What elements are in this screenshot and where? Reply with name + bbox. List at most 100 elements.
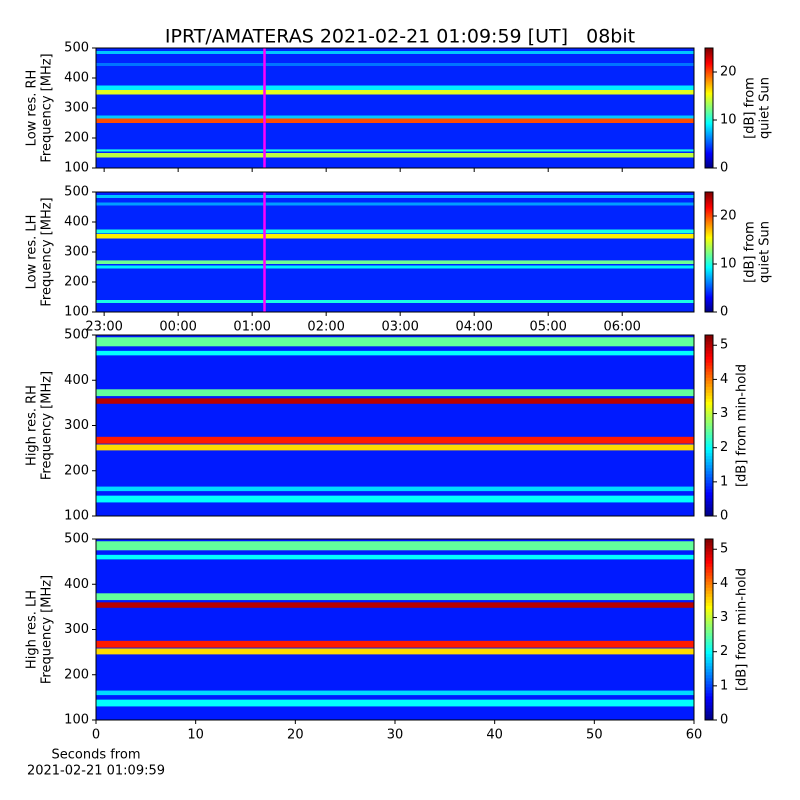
colorbar-label: [dB] from [743,77,758,139]
colorbar-cell [705,298,713,301]
colorbar-cell [705,566,713,570]
colorbar-cell [705,422,713,426]
colorbar-cell [705,290,713,293]
x-tick-label: 10 [187,728,204,743]
colorbar-tick-label: 20 [720,209,737,224]
colorbar-cell [705,452,713,457]
colorbar-cell [705,569,713,573]
heatmap-band [96,486,694,492]
colorbar-tick-label: 10 [720,113,737,128]
colorbar-cell [705,234,713,237]
colorbar-cell [705,74,713,77]
colorbar-cell [705,542,713,546]
colorbar-cell [705,244,713,247]
colorbar-cell [705,220,713,223]
colorbar-cell [705,54,713,57]
colorbar-cell [705,503,713,508]
colorbar-cell [705,120,713,123]
colorbar-cell [705,584,713,588]
colorbar-cell [705,392,713,396]
colorbar-cell [705,350,713,354]
heatmap-background [96,192,694,312]
heatmap-band [96,195,694,198]
colorbar-tick-label: 2 [720,644,728,659]
colorbar-tick-label: 2 [720,440,728,455]
heatmap-band [96,118,694,123]
colorbar-cell [705,386,713,390]
colorbar-cell [705,264,713,267]
colorbar-cell [705,230,713,233]
colorbar-cell [705,98,713,101]
colorbar-cell [705,308,713,311]
colorbar-cell [705,554,713,558]
colorbar-cell [705,194,713,197]
colorbar-cell [705,232,713,235]
colorbar-cell [705,587,713,591]
colorbar-cell [705,419,713,423]
colorbar-cell [705,674,713,679]
colorbar-cell [705,347,713,351]
y-tick-label: 300 [64,418,89,433]
colorbar-cell [705,132,713,135]
y-tick-label: 400 [64,215,89,230]
colorbar-cell [705,620,713,624]
colorbar-cell [705,256,713,259]
colorbar-tick-label: 4 [720,576,728,591]
y-tick-label: 100 [64,713,89,728]
colorbar-cell [705,377,713,381]
colorbar-cell [705,138,713,141]
colorbar-cell [705,152,713,155]
heatmap-band [96,640,694,648]
colorbar-cell [705,551,713,555]
colorbar-cell [705,284,713,287]
colorbar-cell [705,288,713,291]
heatmap-background [96,48,694,168]
heatmap-band [96,115,694,119]
colorbar-cell [705,258,713,261]
colorbar-tick-label: 5 [720,542,728,557]
y-tick-label: 100 [64,509,89,524]
colorbar-cell [705,80,713,83]
x-tick-label: 03:00 [381,320,418,335]
colorbar-frame [704,538,714,721]
y-axis-label: Frequency [MHz] [40,371,55,480]
colorbar-cell [705,280,713,283]
heatmap-band [96,495,694,503]
colorbar-cell [705,198,713,201]
colorbar-cell [705,563,713,567]
colorbar-cell [705,56,713,59]
colorbar-cell [705,338,713,342]
colorbar-cell [705,605,713,609]
colorbar-cell [705,494,713,499]
colorbar-cell [705,246,713,249]
colorbar-cell [705,216,713,219]
colorbar-cell [705,368,713,372]
colorbar-cell [705,608,713,612]
colorbar-cell [705,130,713,133]
y-tick-label: 400 [64,577,89,592]
colorbar-cell [705,473,713,478]
colorbar-cell [705,72,713,75]
heatmap-band [96,350,694,356]
x-tick-label: 00:00 [159,320,196,335]
colorbar-cell [705,88,713,91]
colorbar-cell [705,365,713,369]
colorbar-frame [704,334,714,517]
x-tick-label: 0 [92,728,100,743]
x-tick-label: 40 [486,728,503,743]
y-axis-label: High res. RH [25,385,40,466]
colorbar-cell [705,662,713,667]
colorbar-cell [705,509,713,514]
colorbar-cell [705,443,713,448]
heatmap-band [96,51,694,54]
colorbar-cell [705,106,713,109]
colorbar-cell [705,208,713,211]
y-tick-label: 400 [64,71,89,86]
colorbar-cell [705,491,713,496]
colorbar-cell [705,668,713,673]
colorbar-cell [705,659,713,664]
colorbar-cell [705,192,713,195]
colorbar-cell [705,440,713,445]
colorbar-cell [705,144,713,147]
colorbar-cell [705,650,713,655]
